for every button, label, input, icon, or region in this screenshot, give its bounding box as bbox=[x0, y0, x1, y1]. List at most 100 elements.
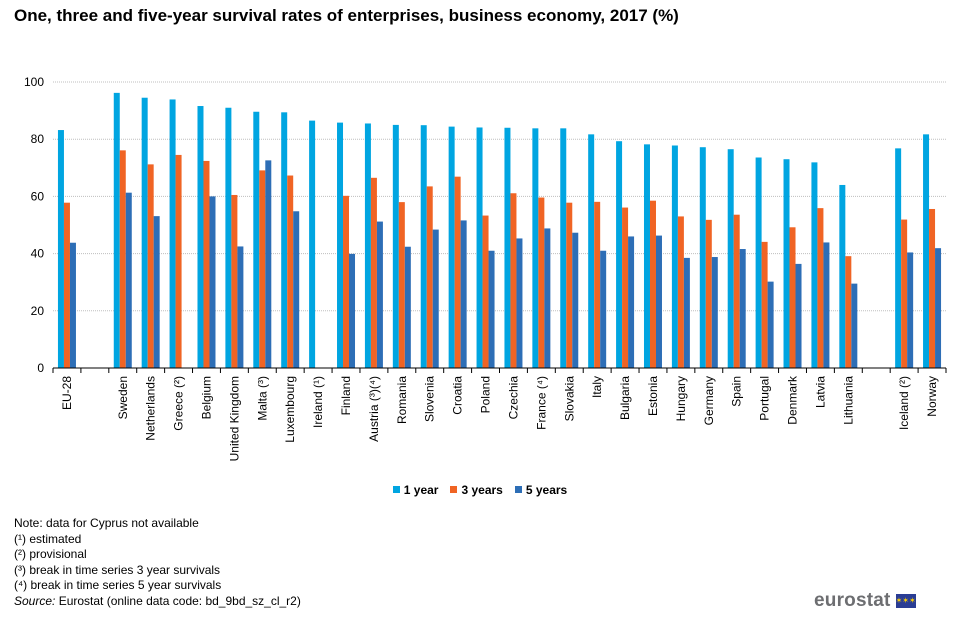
y-tick-label: 0 bbox=[37, 361, 44, 375]
bar bbox=[795, 263, 802, 368]
bar bbox=[141, 97, 148, 368]
x-tick-label: Denmark bbox=[786, 375, 800, 425]
bar bbox=[532, 128, 539, 368]
x-tick-label: Norway bbox=[925, 376, 939, 417]
bar bbox=[538, 197, 545, 368]
bar bbox=[376, 221, 383, 368]
bar bbox=[935, 248, 942, 368]
bar bbox=[426, 186, 433, 368]
x-tick-label: Slovenia bbox=[423, 376, 437, 422]
chart-title: One, three and five-year survival rates … bbox=[14, 6, 679, 25]
bar bbox=[677, 216, 684, 368]
y-tick-labels: 0 20 40 60 80 100 bbox=[24, 75, 44, 375]
bar bbox=[57, 130, 64, 368]
bar bbox=[337, 122, 344, 368]
bar bbox=[572, 232, 579, 368]
x-tick-label: Spain bbox=[730, 376, 744, 407]
eurostat-logo: eurostat ✶✶✶ bbox=[814, 590, 916, 612]
note-line: (²) provisional bbox=[14, 547, 87, 561]
x-tick-label: Latvia bbox=[813, 376, 827, 408]
note-line: (⁴) break in time series 5 year survival… bbox=[14, 578, 222, 592]
bar bbox=[432, 229, 439, 368]
bar bbox=[448, 126, 455, 368]
legend-label: 1 year bbox=[403, 483, 439, 497]
bar bbox=[237, 246, 244, 368]
bar bbox=[349, 253, 356, 368]
bar bbox=[929, 208, 936, 368]
bar bbox=[488, 250, 495, 368]
x-tick-label: Malta (³) bbox=[255, 376, 269, 421]
bar bbox=[516, 238, 523, 368]
bar bbox=[113, 92, 120, 369]
x-tick-label: Romania bbox=[395, 376, 409, 424]
x-tick-label: Portugal bbox=[758, 376, 772, 421]
bar bbox=[175, 154, 182, 368]
bar bbox=[923, 134, 930, 368]
bar bbox=[649, 200, 656, 368]
bar bbox=[420, 125, 427, 368]
eu-flag-icon: ✶✶✶ bbox=[895, 594, 916, 608]
x-tick-label: EU-28 bbox=[60, 376, 74, 410]
y-tick-label: 80 bbox=[31, 132, 45, 146]
bar bbox=[845, 256, 852, 368]
legend: 1 year 3 years 5 years bbox=[0, 483, 960, 497]
y-tick-label: 100 bbox=[24, 75, 44, 89]
bar bbox=[147, 164, 154, 368]
bar bbox=[231, 194, 238, 368]
x-tick-label: Czechia bbox=[506, 376, 520, 420]
x-tick-label: Belgium bbox=[199, 376, 213, 419]
bar bbox=[544, 228, 551, 368]
bar bbox=[823, 242, 830, 368]
bar bbox=[404, 246, 411, 368]
bar bbox=[733, 214, 740, 368]
x-tick-label: Germany bbox=[702, 376, 716, 425]
x-tick-label: France (⁴) bbox=[534, 376, 548, 430]
note-line: Note: data for Cyprus not available bbox=[14, 516, 199, 530]
bar bbox=[343, 195, 350, 368]
x-tick-label: Netherlands bbox=[144, 376, 158, 441]
legend-swatch bbox=[392, 486, 400, 493]
bar bbox=[683, 257, 690, 368]
bar bbox=[783, 159, 790, 368]
bar bbox=[600, 250, 607, 368]
bar bbox=[293, 211, 300, 368]
note-line: (¹) estimated bbox=[14, 531, 82, 546]
bar bbox=[755, 157, 762, 368]
x-tick-label: Finland bbox=[339, 376, 353, 415]
x-tick-label: Estonia bbox=[646, 376, 660, 416]
bar bbox=[169, 99, 176, 369]
source-label: Source: bbox=[14, 593, 56, 608]
bar bbox=[907, 252, 914, 368]
note-line: (³) break in time series 3 year survival… bbox=[14, 562, 221, 577]
bar bbox=[225, 107, 232, 369]
x-tick-labels: EU-28 Sweden Netherlands Greece (²) Belgium U… bbox=[60, 375, 939, 461]
bar bbox=[901, 219, 908, 368]
bar bbox=[265, 160, 272, 368]
bar bbox=[727, 149, 734, 368]
bar bbox=[253, 111, 260, 368]
x-tick-label: Iceland (²) bbox=[897, 376, 911, 430]
bar bbox=[622, 207, 629, 368]
bar bbox=[454, 176, 461, 368]
bar bbox=[482, 215, 489, 368]
bar bbox=[460, 220, 467, 368]
bar bbox=[789, 227, 796, 368]
legend-item: 1 year bbox=[392, 483, 439, 497]
y-tick-label: 40 bbox=[31, 247, 45, 261]
bar bbox=[705, 219, 712, 368]
bar bbox=[281, 112, 288, 368]
bar bbox=[510, 193, 517, 368]
x-tick-label: Austria (³)(⁴) bbox=[367, 376, 381, 442]
bar-chart: 0 20 40 60 80 100 EU-28 Sweden Netherlands Greec… bbox=[24, 75, 947, 461]
bar bbox=[895, 148, 902, 368]
bar bbox=[671, 145, 678, 368]
x-tick-label: Greece (²) bbox=[172, 376, 186, 431]
bar bbox=[119, 150, 126, 368]
legend-label: 5 years bbox=[525, 483, 568, 497]
bar bbox=[125, 192, 132, 368]
x-tick-label: Poland bbox=[479, 376, 493, 413]
x-tick-label: Hungary bbox=[674, 376, 688, 421]
bar bbox=[203, 160, 210, 368]
bar bbox=[761, 241, 768, 368]
legend-item: 5 years bbox=[514, 483, 568, 497]
